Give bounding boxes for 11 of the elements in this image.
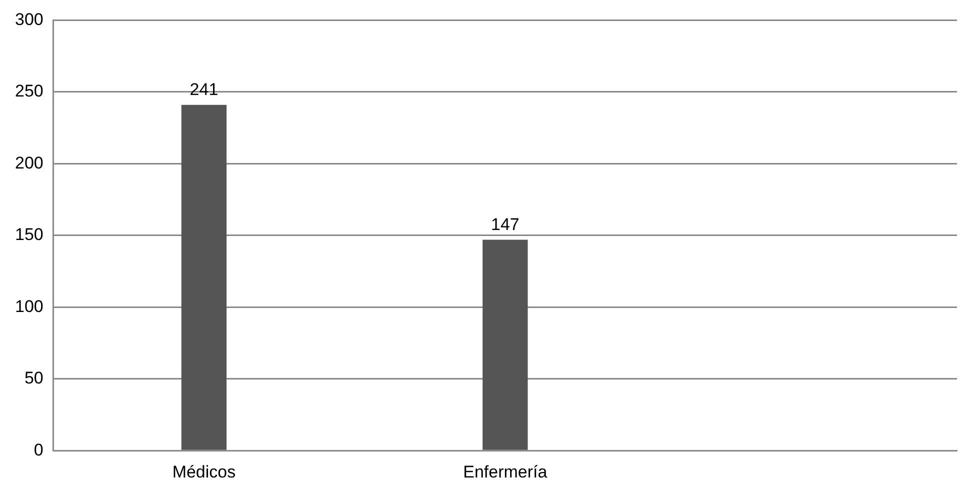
data-label: 241 <box>190 80 218 100</box>
y-tick-label: 50 <box>24 368 44 388</box>
x-tick-label: Enfermería <box>463 462 548 482</box>
y-tick-label: 300 <box>14 10 44 29</box>
y-tick-label: 150 <box>14 225 44 244</box>
y-tick-label: 0 <box>34 440 44 460</box>
y-tick-label: 200 <box>14 153 44 172</box>
y-tick-label: 100 <box>14 296 44 316</box>
data-label: 147 <box>490 214 520 234</box>
x-tick-label: Médicos <box>172 462 236 482</box>
y-tick-label: 250 <box>14 82 44 101</box>
